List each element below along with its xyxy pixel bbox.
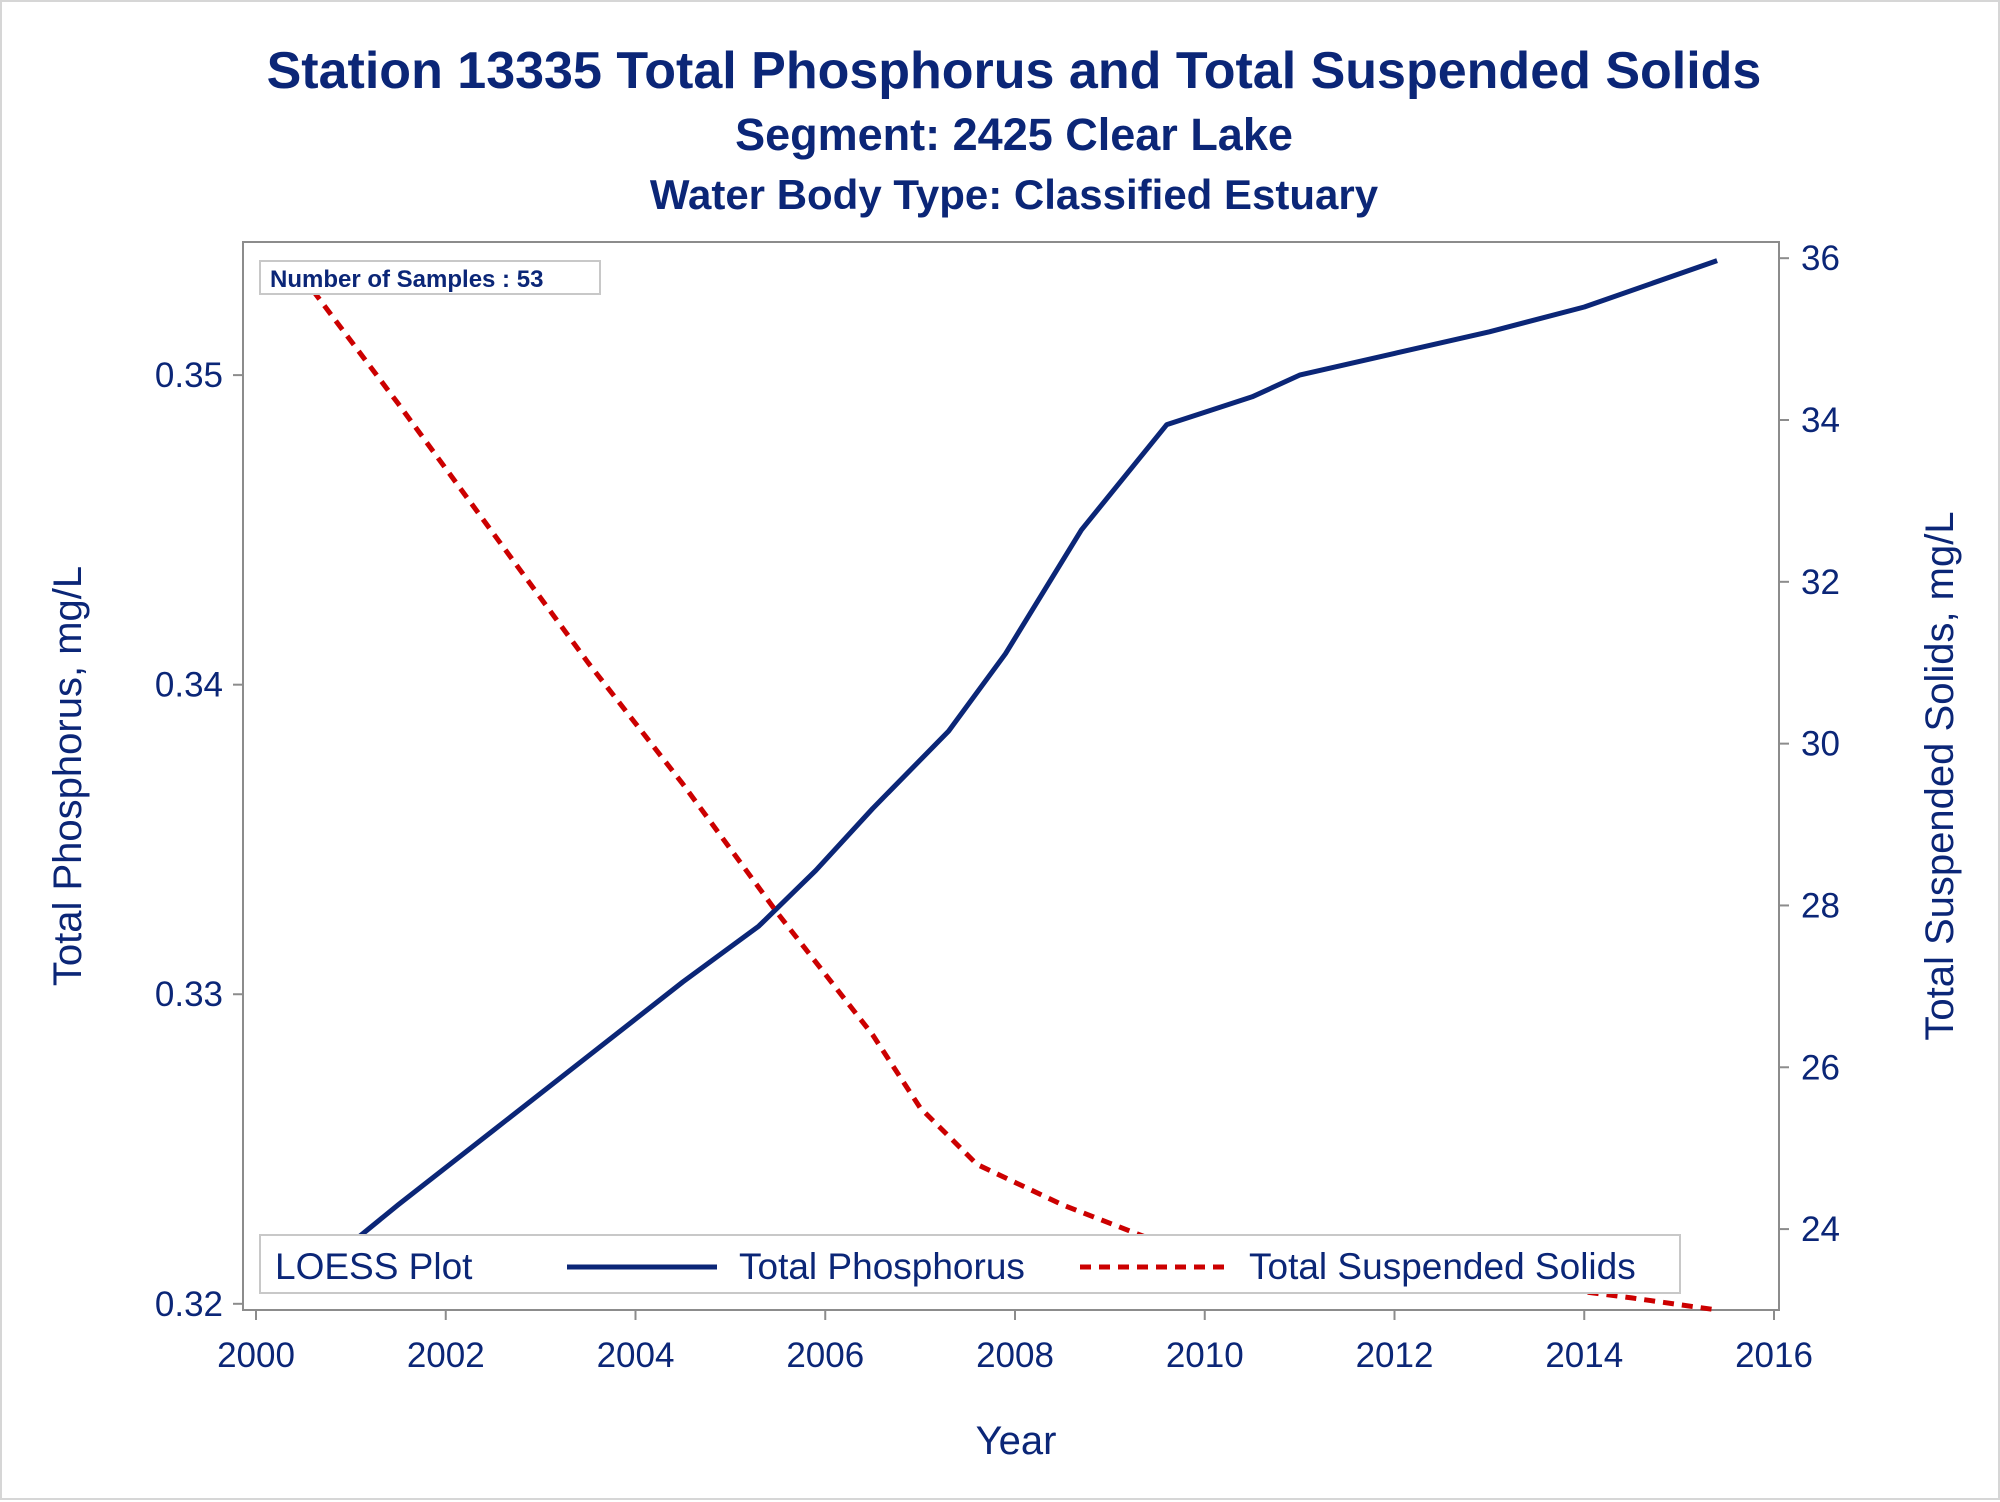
y-axis-label: Total Phosphorus, mg/L [46,566,90,986]
x-tick-label: 2010 [1166,1336,1244,1375]
y-tick-label: 0.34 [155,666,223,705]
chart-subtitle: Segment: 2425 Clear Lake [735,109,1293,160]
legend-label-phosphorus: Total Phosphorus [739,1246,1025,1287]
legend-box [259,1234,1681,1294]
sample-count-box [259,260,601,295]
x-axis-label: Year [976,1419,1057,1463]
legend: LOESS Plot Total Phosphorus Total Suspen… [259,1234,1681,1294]
y2-tick-label: 28 [1801,886,1840,925]
x-tick-label: 2016 [1735,1336,1813,1375]
y-tick-label: 0.32 [155,1285,223,1324]
y2-tick-label: 30 [1801,725,1840,764]
y2-tick-label: 32 [1801,563,1840,602]
chart-title: Station 13335 Total Phosphorus and Total… [267,42,1762,100]
y2-tick-label: 36 [1801,239,1840,278]
y2-tick-label: 24 [1801,1210,1840,1249]
axis-ticks: 2000 2002 2004 2006 2008 2010 2012 2014 2016 0.32… [155,239,1840,1375]
x-tick-label: 2012 [1356,1336,1434,1375]
series-line-phosphorus [320,258,1718,1269]
chart-subtitle-2: Water Body Type: Classified Estuary [650,171,1379,218]
series-layer [310,258,1718,1313]
sample-count-label: Number of Samples : 53 [270,266,543,293]
x-tick-label: 2004 [597,1336,675,1375]
x-tick-label: 2002 [407,1336,485,1375]
plot-area [242,241,1780,1311]
y2-tick-label: 26 [1801,1048,1840,1087]
y2-tick-label: 34 [1801,401,1840,440]
x-tick-label: 2006 [786,1336,864,1375]
series-line-tss [310,288,1718,1313]
y2-axis-label: Total Suspended Solids, mg/L [1918,511,1962,1040]
legend-label-tss: Total Suspended Solids [1249,1246,1636,1287]
legend-title: LOESS Plot [275,1246,473,1287]
y-tick-label: 0.33 [155,975,223,1014]
x-tick-label: 2008 [976,1336,1054,1375]
x-tick-label: 2000 [217,1336,295,1375]
x-tick-label: 2014 [1545,1336,1623,1375]
y-tick-label: 0.35 [155,356,223,395]
